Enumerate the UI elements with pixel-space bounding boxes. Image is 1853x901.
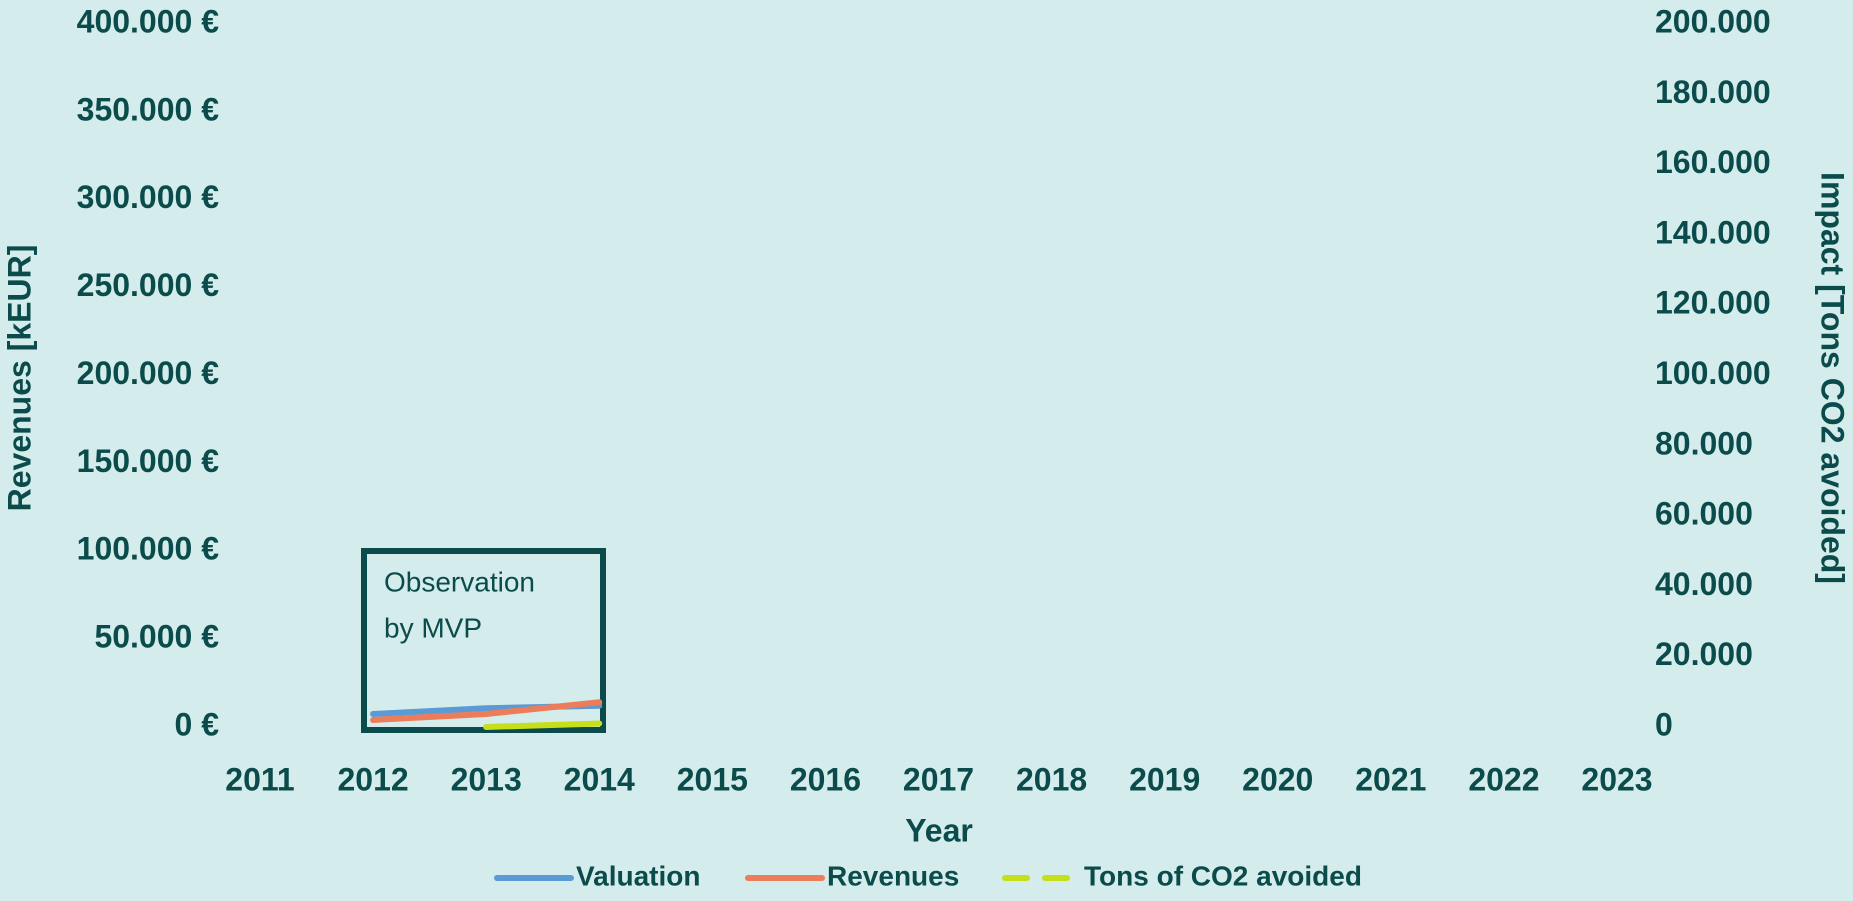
y2-tick-label: 160.000	[1655, 144, 1771, 180]
x-tick-label: 2018	[1016, 761, 1087, 797]
x-tick-label: 2020	[1242, 761, 1313, 797]
y-tick-label: 350.000 €	[77, 91, 220, 127]
y2-axis-title: Impact [Tons CO2 avoided]	[1815, 172, 1851, 584]
y-tick-label: 150.000 €	[77, 443, 220, 479]
x-tick-label: 2012	[337, 761, 408, 797]
x-tick-label: 2015	[677, 761, 748, 797]
x-tick-label: 2022	[1468, 761, 1539, 797]
y2-tick-label: 100.000	[1655, 355, 1771, 391]
series-line	[483, 720, 603, 730]
y-tick-label: 400.000 €	[77, 3, 220, 39]
series-line	[370, 699, 603, 723]
annotation-box	[361, 548, 606, 733]
y-axis-title: Revenues [kEUR]	[1, 245, 37, 512]
y2-tick-label: 120.000	[1655, 285, 1771, 321]
y2-tick-label: 60.000	[1655, 496, 1753, 532]
x-tick-label: 2013	[451, 761, 522, 797]
annotation-text: by MVP	[384, 612, 482, 643]
legend-label: Tons of CO2 avoided	[1084, 860, 1362, 891]
x-tick-label: 2016	[790, 761, 861, 797]
y-tick-label: 250.000 €	[77, 267, 220, 303]
y2-tick-label: 40.000	[1655, 566, 1753, 602]
y2-tick-label: 200.000	[1655, 3, 1771, 39]
x-tick-label: 2011	[225, 761, 294, 797]
y-tick-label: 300.000 €	[77, 179, 220, 215]
y2-tick-label: 140.000	[1655, 214, 1771, 250]
y2-tick-label: 0	[1655, 706, 1673, 742]
y-tick-label: 0 €	[175, 706, 220, 742]
legend-label: Revenues	[827, 860, 959, 891]
y-tick-label: 100.000 €	[77, 531, 220, 567]
x-tick-label: 2021	[1355, 761, 1426, 797]
x-tick-label: 2017	[903, 761, 974, 797]
x-tick-label: 2014	[564, 761, 635, 797]
y-tick-label: 200.000 €	[77, 355, 220, 391]
x-axis-title: Year	[905, 812, 973, 848]
y2-tick-label: 20.000	[1655, 636, 1753, 672]
annotation-text: Observation	[384, 566, 535, 597]
x-tick-label: 2019	[1129, 761, 1200, 797]
y2-tick-label: 80.000	[1655, 425, 1753, 461]
legend-label: Valuation	[576, 860, 700, 891]
y-tick-label: 50.000 €	[94, 619, 219, 655]
x-tick-label: 2023	[1581, 761, 1652, 797]
y2-tick-label: 180.000	[1655, 74, 1771, 110]
